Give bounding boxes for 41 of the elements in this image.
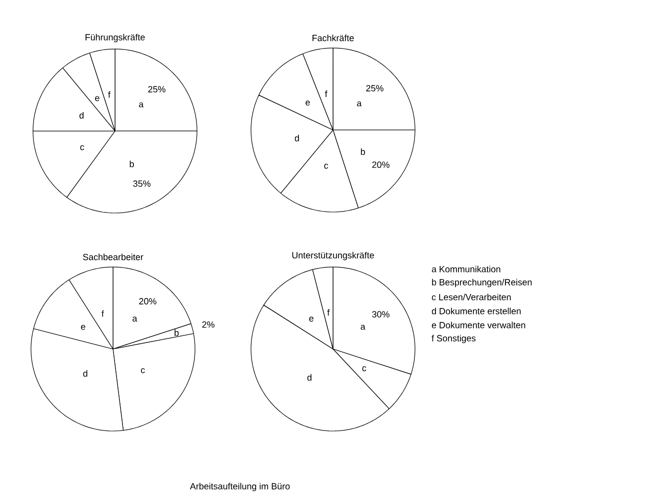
slice-label: a [360, 324, 366, 330]
slice-label: c [324, 164, 328, 169]
slice-label: d [307, 374, 312, 381]
slice-label: b [174, 329, 179, 336]
slice-label: f [324, 90, 328, 97]
data-label: 35% [133, 180, 150, 187]
data-label: 25% [366, 85, 384, 92]
slice-label: d [294, 134, 299, 142]
slice-label: b [130, 160, 134, 168]
data-label: 20% [139, 298, 156, 304]
slice-label: f [327, 309, 330, 316]
slice-label: f [102, 310, 104, 317]
chart-title: Unterstützungskräfte [292, 252, 374, 260]
data-label: 2% [202, 321, 214, 328]
text: f Sonstiges [432, 334, 476, 344]
slice-label: d [83, 370, 88, 377]
chart-title: Sachbearbeiter [83, 254, 144, 260]
slice-label: a [356, 101, 362, 106]
slice-label: f [108, 91, 110, 98]
slice-label: e [95, 96, 100, 102]
slice-label: c [140, 368, 145, 374]
data-label: 30% [372, 311, 390, 318]
data-label: 20% [372, 162, 390, 168]
slice-label: e [309, 316, 314, 322]
data-label: 25% [148, 86, 166, 92]
slice-label: a [132, 316, 138, 322]
slice-label: c [80, 145, 84, 150]
slice-label: a [138, 102, 144, 108]
slice-label: c [362, 366, 366, 372]
text: b Besprechungen/Reisen [432, 278, 532, 288]
text: c Lesen/Verarbeiten [432, 294, 511, 300]
text: Arbeitsaufteilung im Büro [190, 482, 290, 492]
chart-title: Führungskräfte [86, 34, 145, 42]
text: a Kommunikation [432, 266, 500, 272]
slice-label: e [306, 100, 310, 106]
slice-label: e [81, 324, 86, 330]
slice-label: b [360, 148, 365, 155]
slice-label: d [79, 112, 84, 119]
text: e Dokumente verwalten [432, 322, 526, 328]
text: d Dokumente erstellen [432, 308, 521, 314]
chart-title: Fachkräfte [312, 34, 354, 42]
